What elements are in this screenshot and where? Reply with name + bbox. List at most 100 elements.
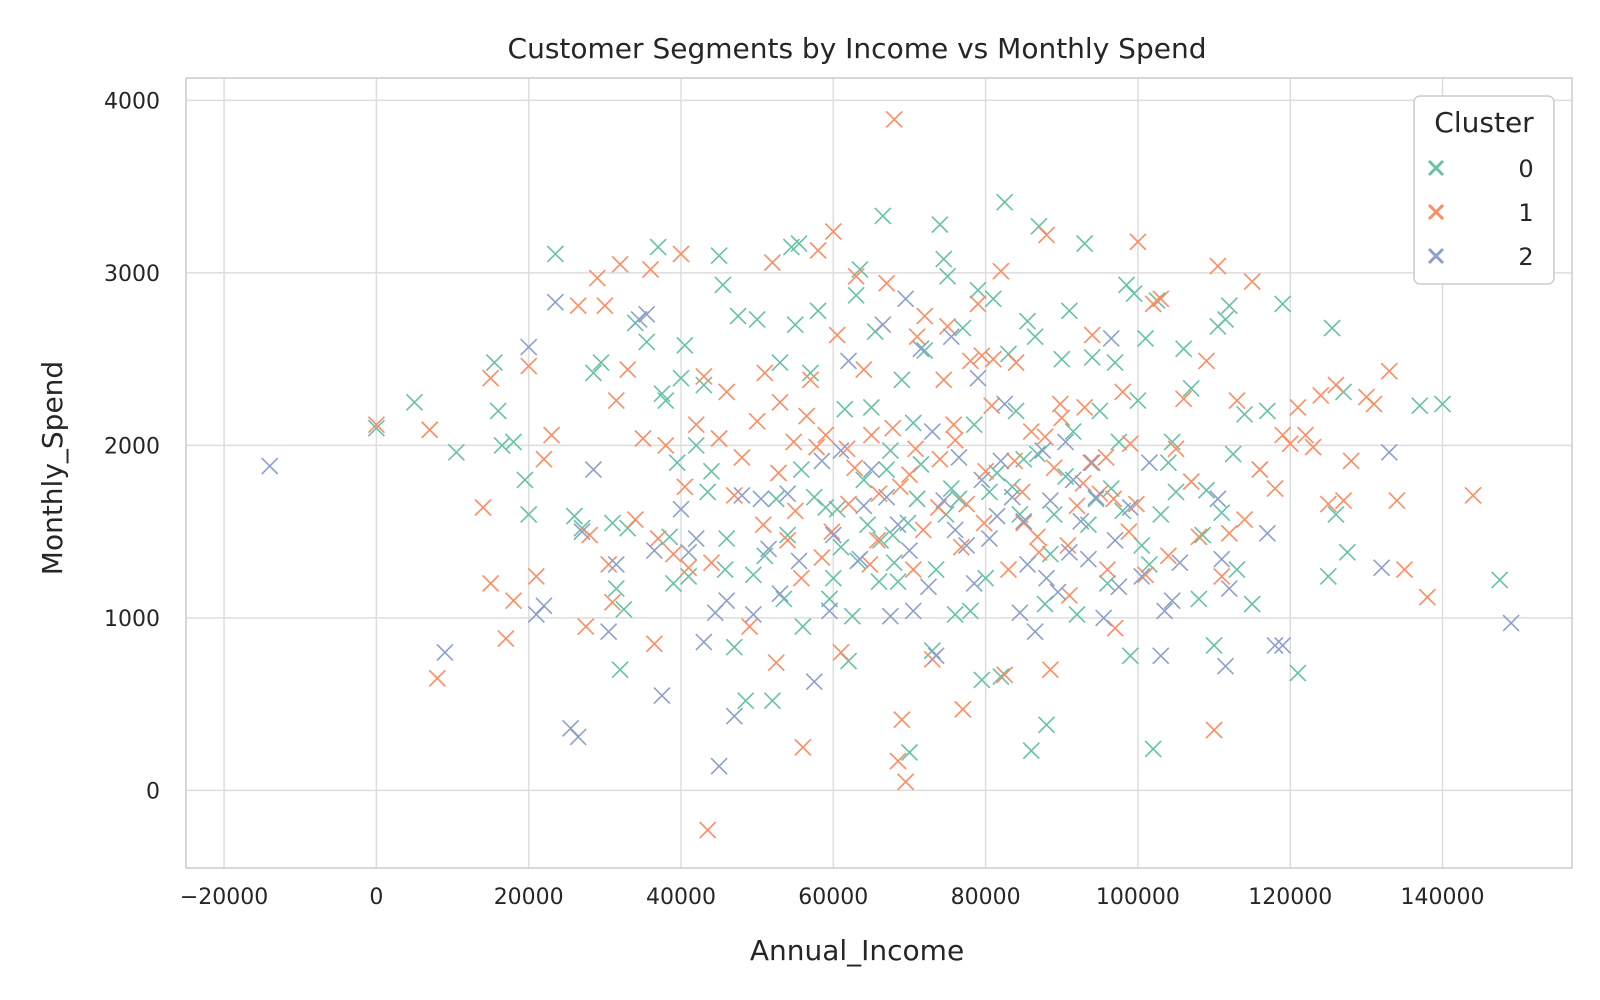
data-point-cluster-2 [912, 340, 930, 358]
data-point-cluster-2 [878, 488, 896, 506]
data-point-cluster-2 [973, 471, 991, 489]
data-point-cluster-1 [763, 253, 781, 272]
data-point-cluster-2 [942, 328, 960, 346]
data-point-cluster-1 [931, 450, 949, 468]
data-point-cluster-1 [1167, 440, 1185, 458]
data-point-cluster-0 [1323, 319, 1341, 337]
data-point-cluster-1 [862, 426, 880, 444]
data-point-cluster-0 [680, 567, 698, 586]
data-point-cluster-1 [687, 416, 705, 434]
data-point-cluster-1 [1053, 409, 1071, 427]
data-point-cluster-2 [779, 485, 797, 503]
data-point-cluster-0 [1411, 397, 1429, 415]
data-point-cluster-1 [421, 421, 439, 439]
data-point-cluster-1 [1136, 566, 1155, 584]
data-point-cluster-2 [946, 521, 964, 539]
data-point-cluster-1 [672, 245, 690, 263]
data-point-cluster-0 [1068, 605, 1086, 624]
data-point-cluster-2 [1083, 454, 1101, 472]
y-tick-labels: 0 1000 2000 3000 4000 [104, 89, 160, 804]
data-point-cluster-2 [261, 457, 279, 475]
data-point-cluster-1 [832, 643, 850, 661]
data-point-cluster-1 [1159, 547, 1177, 565]
data-point-cluster-1 [1098, 561, 1117, 579]
legend-marker-0 [1427, 159, 1445, 177]
data-point-cluster-1 [1144, 295, 1162, 313]
data-point-cluster-0 [931, 216, 949, 234]
data-point-cluster-0 [938, 267, 957, 285]
data-point-cluster-2 [733, 486, 751, 504]
data-point-cluster-0 [847, 286, 865, 304]
data-point-cluster-1 [1120, 523, 1138, 541]
data-point-cluster-0 [1491, 571, 1509, 589]
data-point-cluster-0 [1129, 391, 1147, 410]
data-point-cluster-1 [611, 255, 629, 273]
data-point-cluster-2 [607, 555, 625, 573]
data-point-cluster-1 [699, 821, 717, 839]
data-point-cluster-0 [977, 569, 995, 587]
data-point-cluster-0 [1106, 354, 1124, 372]
data-point-cluster-2 [1011, 604, 1029, 622]
data-point-cluster-2 [988, 507, 1006, 525]
data-point-cluster-2 [573, 523, 591, 541]
data-point-cluster-2 [980, 529, 998, 548]
x-tick-label: 140000 [1401, 885, 1485, 910]
data-point-cluster-0 [664, 574, 682, 592]
data-point-cluster-1 [1051, 395, 1069, 413]
data-point-cluster-2 [1156, 602, 1174, 620]
data-point-cluster-2 [1140, 454, 1158, 472]
data-point-cluster-1 [908, 328, 926, 346]
data-point-cluster-0 [1190, 590, 1208, 608]
data-point-cluster-1 [1104, 490, 1123, 508]
data-point-cluster-2 [950, 448, 968, 467]
data-point-cluster-2 [1095, 609, 1113, 627]
data-point-cluster-1 [542, 426, 561, 444]
data-point-cluster-1 [769, 464, 788, 482]
data-point-cluster-1 [884, 419, 902, 437]
data-point-cluster-2 [1026, 623, 1044, 641]
data-point-cluster-1 [603, 593, 622, 611]
data-point-cluster-1 [1074, 474, 1092, 492]
data-point-cluster-1 [1013, 483, 1031, 501]
data-point-cluster-1 [885, 110, 903, 128]
data-point-cluster-0 [516, 471, 534, 489]
x-tick-label: −20000 [180, 885, 268, 910]
data-point-cluster-2 [900, 542, 919, 560]
data-point-cluster-0 [1064, 423, 1082, 441]
data-point-cluster-0 [1235, 405, 1254, 423]
data-point-cluster-1 [1304, 438, 1322, 456]
data-point-cluster-1 [824, 222, 842, 241]
legend-items: 0 1 2 [1427, 155, 1534, 271]
data-point-cluster-2 [680, 543, 698, 561]
data-point-cluster-1 [1041, 661, 1059, 679]
data-point-cluster-0 [832, 538, 850, 556]
data-point-cluster-2 [1502, 614, 1520, 632]
data-point-cluster-2 [569, 728, 587, 746]
data-point-cluster-1 [1205, 721, 1223, 739]
data-point-cluster-0 [367, 419, 385, 437]
data-point-cluster-2 [1060, 543, 1078, 561]
y-tick-label: 3000 [104, 262, 160, 287]
data-point-cluster-1 [847, 267, 865, 285]
data-point-cluster-1 [482, 574, 500, 592]
data-point-cluster-0 [729, 307, 747, 325]
data-point-cluster-0 [702, 462, 721, 480]
y-tick-label: 2000 [104, 434, 160, 459]
data-point-cluster-1 [1083, 326, 1101, 344]
x-tick-label: 0 [369, 885, 383, 910]
data-point-cluster-1 [520, 357, 538, 375]
data-point-cluster-1 [725, 486, 743, 504]
data-point-cluster-2 [1057, 433, 1075, 451]
data-point-cluster-2 [996, 395, 1014, 413]
data-point-cluster-0 [927, 561, 945, 579]
data-point-cluster-0 [615, 600, 633, 618]
data-point-cluster-1 [474, 498, 492, 517]
data-point-cluster-1 [1312, 386, 1330, 404]
data-point-cluster-2 [855, 497, 873, 515]
data-point-cluster-2 [1274, 636, 1292, 655]
data-point-cluster-1 [596, 297, 614, 315]
data-point-cluster-0 [1028, 445, 1046, 463]
data-point-cluster-0 [1037, 716, 1056, 734]
data-point-cluster-2 [695, 633, 713, 651]
data-point-cluster-0 [485, 354, 503, 372]
